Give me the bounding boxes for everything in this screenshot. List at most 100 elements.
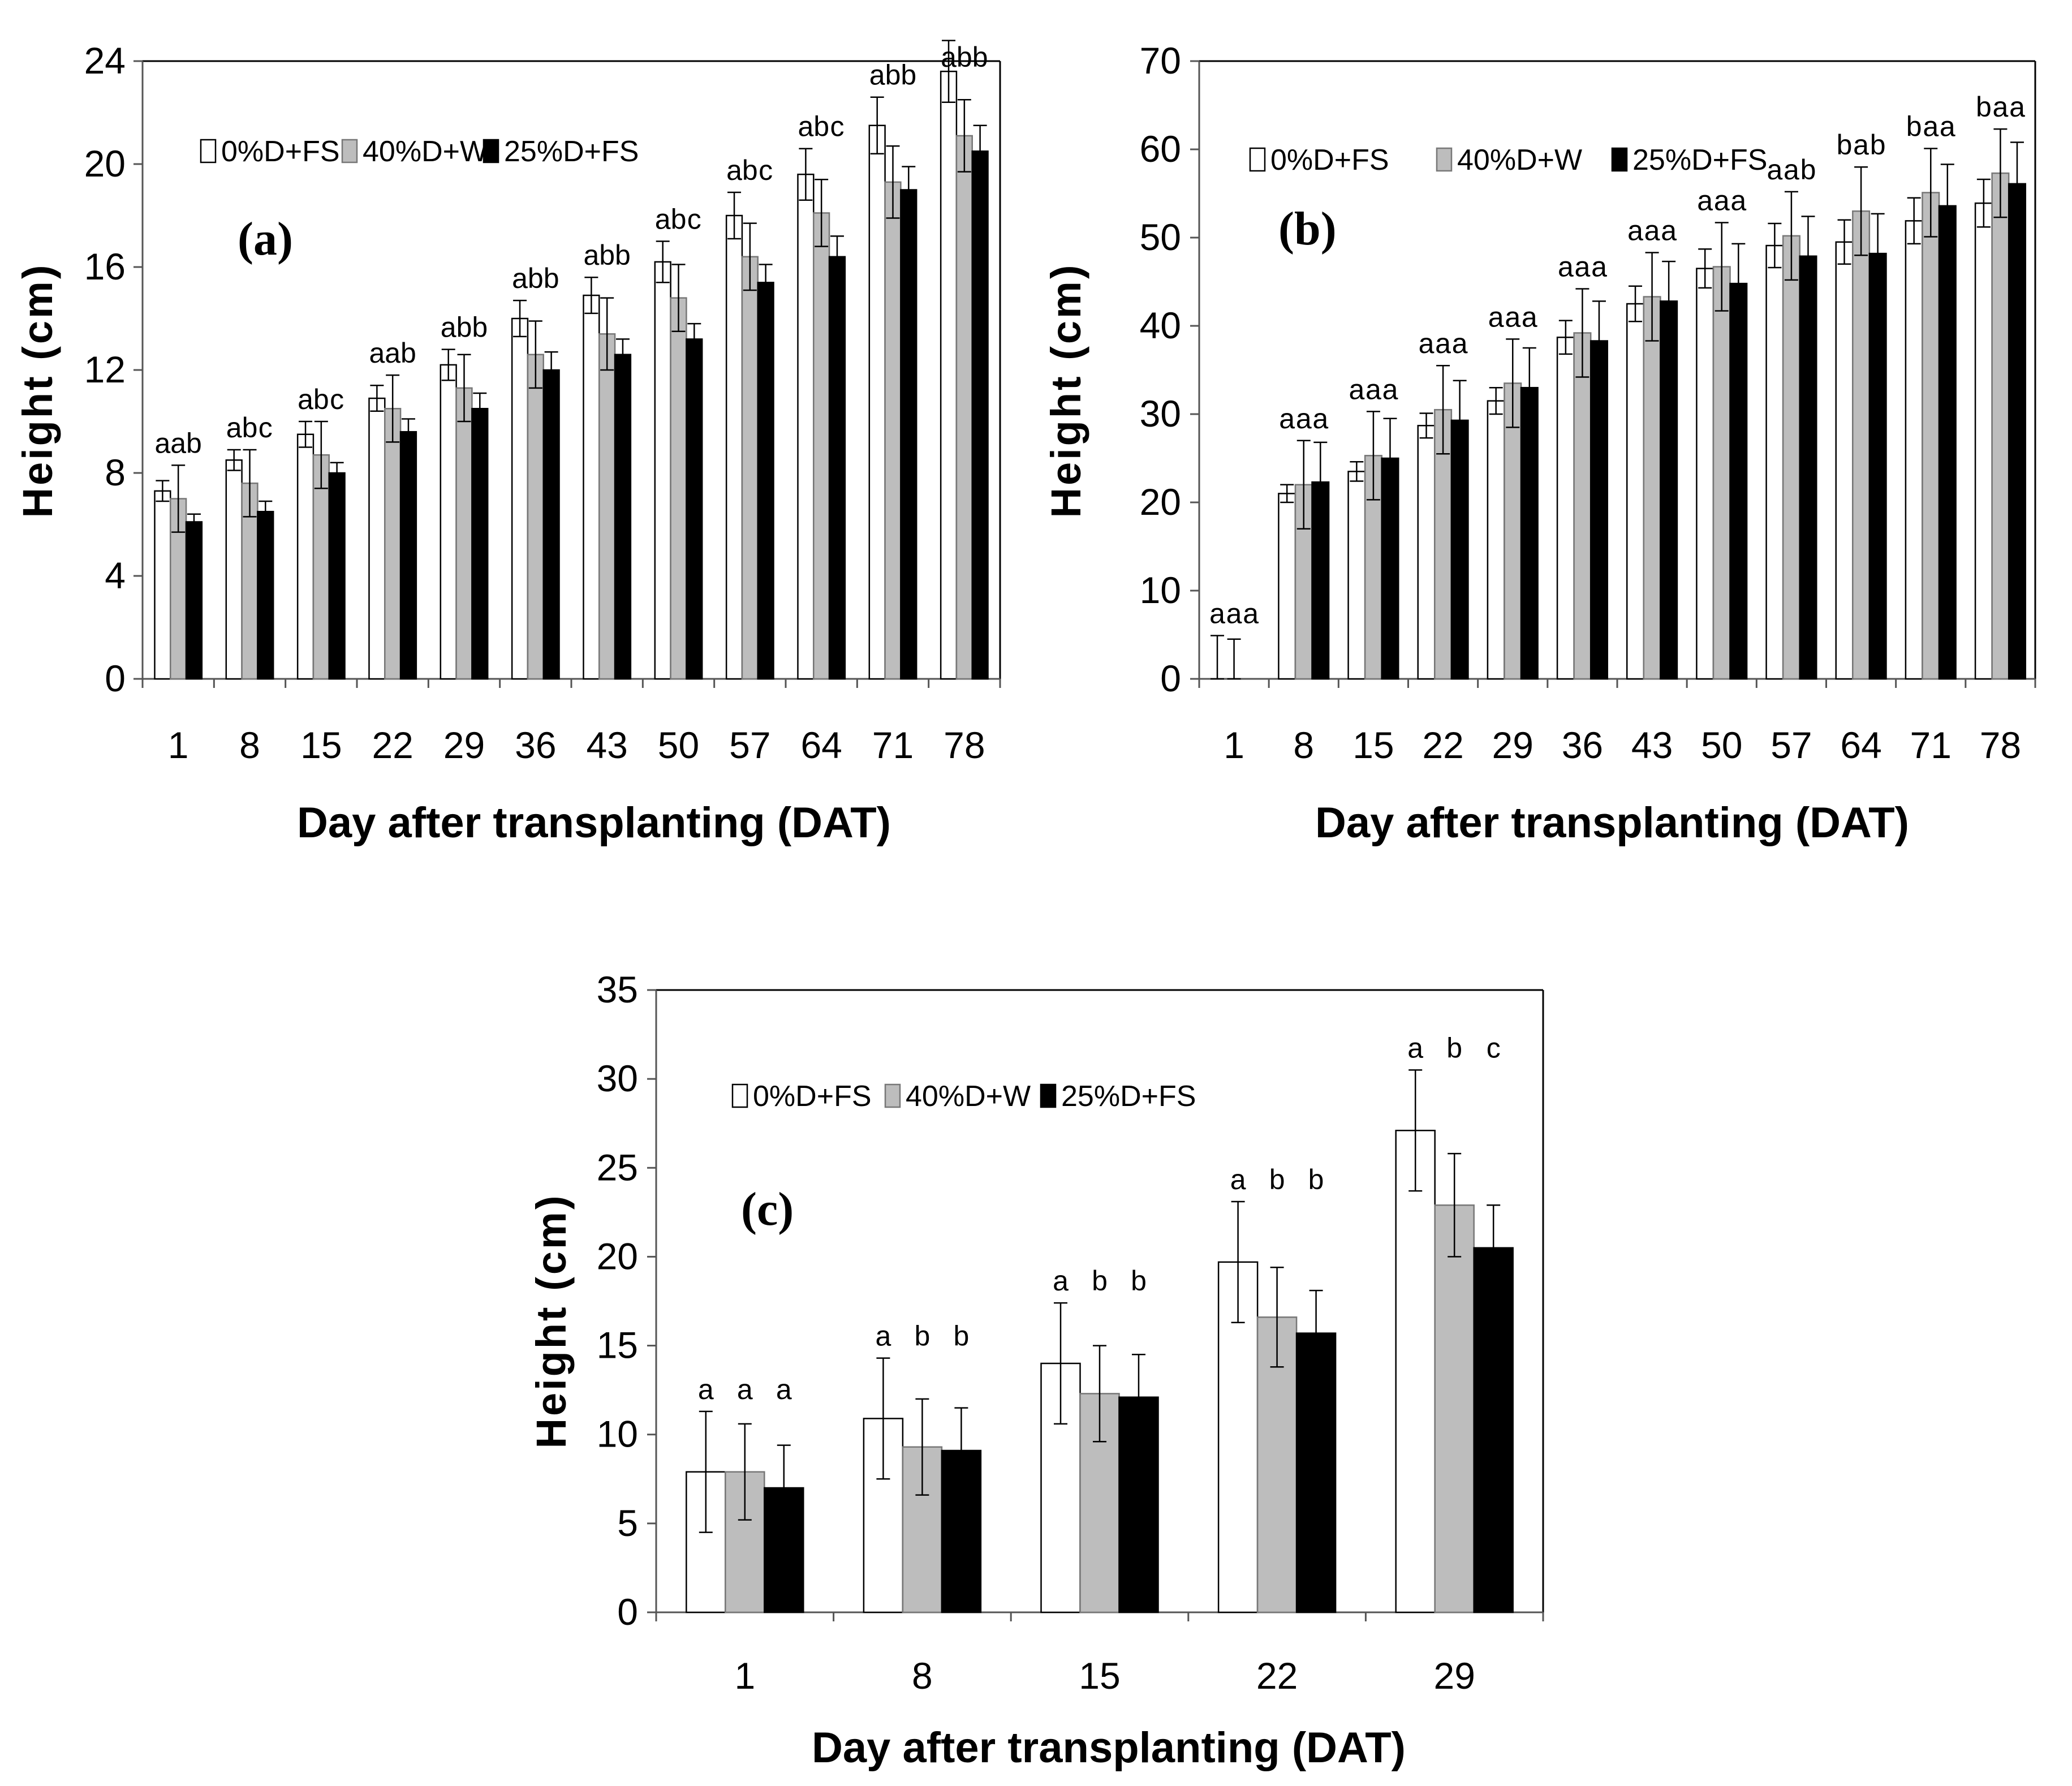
panel-c-x-axis-title: Day after transplanting (DAT) [812, 1724, 1406, 1772]
bar-25%D+FS [757, 282, 774, 680]
bar-25%D+FS [185, 521, 203, 680]
bar-25%D+FS [1660, 300, 1678, 680]
significance-letter: b [1269, 1164, 1285, 1195]
significance-letter: b [671, 204, 687, 235]
legend-swatch-0%D+FS [1249, 147, 1266, 172]
x-tick-label: 15 [1079, 1655, 1120, 1697]
x-tick-label: 29 [1492, 724, 1533, 766]
x-tick-label: 36 [515, 724, 556, 766]
x-tick-label: 15 [300, 724, 342, 766]
bar-0%D+FS [1974, 202, 1993, 680]
significance-letter: a [1730, 184, 1746, 216]
bar-25%D+FS [328, 472, 346, 680]
significance-letter: a [698, 1374, 714, 1405]
significance-letter: a [154, 427, 170, 459]
significance-letter: a [1488, 301, 1504, 333]
significance-letter: a [1627, 215, 1643, 247]
bar-0%D+FS [797, 173, 815, 680]
x-tick-label: 22 [1256, 1655, 1298, 1697]
x-tick-label: 57 [1771, 724, 1812, 766]
bar-25%D+FS [1938, 205, 1957, 680]
significance-letter: a [441, 312, 456, 343]
bar-0%D+FS [1626, 303, 1645, 680]
bar-40%D+W [384, 408, 402, 680]
bar-0%D+FS [154, 490, 171, 680]
significance-letter: a [1784, 154, 1799, 186]
significance-letter: a [1226, 598, 1242, 630]
significance-letter: a [583, 239, 599, 271]
x-tick-label: 43 [586, 724, 627, 766]
bar-0%D+FS [440, 364, 457, 680]
y-tick-label: 16 [84, 246, 126, 287]
significance-letter: b [472, 312, 488, 343]
bar-40%D+W [1922, 192, 1940, 680]
bar-0%D+FS [1765, 244, 1784, 680]
x-tick-label: 78 [944, 724, 985, 766]
x-tick-label: 64 [800, 724, 842, 766]
legend-swatch-25%D+FS [1611, 147, 1628, 172]
bar-0%D+FS [725, 214, 743, 680]
bar-40%D+W [1434, 1204, 1475, 1613]
significance-letter: b [957, 41, 972, 73]
bar-25%D+FS [2008, 183, 2027, 680]
y-tick-label: 25 [597, 1146, 638, 1188]
panel-a-x-axis-title: Day after transplanting (DAT) [297, 799, 891, 847]
y-tick-label: 35 [597, 969, 638, 1010]
significance-letter: a [1312, 403, 1328, 434]
significance-letter: a [655, 204, 671, 235]
panel-b-label: (b) [1278, 203, 1337, 255]
significance-letter: c [759, 154, 773, 186]
bar-25%D+FS [1799, 255, 1817, 680]
significance-letter: a [1993, 91, 2009, 123]
bar-0%D+FS [940, 70, 958, 680]
significance-letter: a [1767, 154, 1782, 186]
significance-letter: a [385, 337, 400, 369]
significance-letter: a [876, 1320, 891, 1352]
x-tick-label: 36 [1562, 724, 1603, 766]
significance-letter: a [1697, 184, 1713, 216]
significance-letter: a [1349, 373, 1364, 405]
significance-letter: b [1837, 129, 1853, 161]
bar-40%D+W [1712, 266, 1731, 680]
significance-letter: b [1906, 110, 1922, 142]
x-tick-label: 43 [1631, 724, 1673, 766]
significance-letter: b [1870, 129, 1886, 161]
bar-0%D+FS [368, 397, 386, 680]
bar-0%D+FS [296, 433, 315, 680]
significance-letter: a [512, 262, 528, 294]
bar-40%D+W [741, 256, 759, 680]
y-tick-label: 8 [105, 451, 126, 493]
significance-letter: a [869, 59, 885, 91]
bar-40%D+W [1504, 382, 1522, 680]
significance-letter: a [1853, 129, 1869, 161]
y-tick-label: 24 [84, 40, 126, 81]
significance-letter: a [1575, 251, 1591, 282]
significance-letter: a [726, 154, 742, 186]
x-tick-label: 50 [658, 724, 699, 766]
x-tick-label: 8 [912, 1655, 933, 1697]
x-tick-label: 78 [1980, 724, 2021, 766]
y-tick-label: 30 [597, 1057, 638, 1099]
y-tick-label: 70 [1140, 40, 1181, 81]
bar-40%D+W [1643, 296, 1661, 680]
legend-label-25%D+FS: 25%D+FS [504, 135, 639, 168]
panel-b-x-axis-title: Day after transplanting (DAT) [1315, 799, 1909, 847]
significance-letter: a [1452, 328, 1468, 359]
significance-letter: b [914, 1320, 930, 1352]
significance-letter: b [242, 412, 258, 444]
significance-letter: b [1092, 1265, 1108, 1297]
significance-letter: b [1131, 1265, 1147, 1297]
y-tick-label: 20 [597, 1235, 638, 1277]
bar-0%D+FS [1395, 1130, 1436, 1613]
bar-25%D+FS [1868, 252, 1887, 680]
y-tick-label: 0 [105, 657, 126, 699]
x-tick-label: 57 [729, 724, 770, 766]
x-tick-label: 22 [1422, 724, 1463, 766]
significance-letter: a [226, 412, 242, 444]
panel-c-y-axis-title: Height (cm) [528, 1194, 575, 1449]
bar-25%D+FS [686, 338, 703, 680]
significance-letter: a [1522, 301, 1537, 333]
significance-letter: b [528, 262, 544, 294]
significance-letter: a [1209, 598, 1225, 630]
